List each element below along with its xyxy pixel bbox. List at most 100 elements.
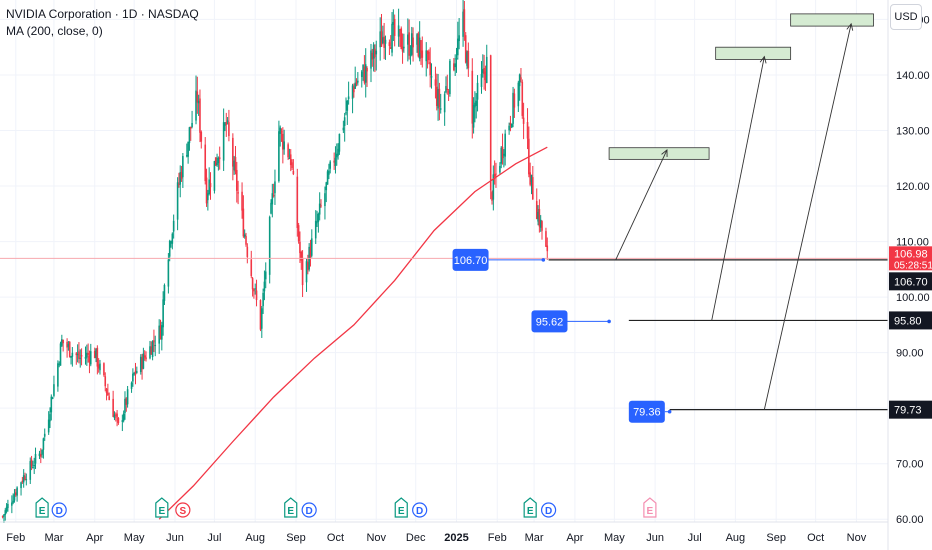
candle-body: [125, 398, 128, 405]
earnings-marker[interactable]: E: [523, 497, 537, 518]
candle-body: [70, 356, 72, 358]
split-marker[interactable]: S: [175, 502, 191, 518]
candle-body: [458, 35, 460, 42]
dividend-marker-label: D: [545, 506, 552, 517]
candle-body: [71, 352, 74, 357]
candle-body: [374, 48, 376, 58]
projection-arrow-head: [661, 148, 668, 157]
x-tick-label: Oct: [327, 532, 344, 544]
candle-body: [445, 86, 447, 93]
candle-body: [434, 79, 437, 86]
candle-body: [16, 487, 18, 496]
candle-body: [409, 54, 412, 56]
candle-body: [12, 500, 14, 503]
candle-body: [58, 363, 60, 365]
candle-body: [446, 88, 449, 91]
candle-body: [463, 9, 466, 32]
candle-body: [42, 438, 45, 450]
dividend-marker[interactable]: D: [301, 502, 317, 518]
earnings-marker[interactable]: E: [35, 497, 49, 518]
candle-body: [279, 127, 282, 134]
dividend-marker[interactable]: D: [540, 502, 557, 518]
candle-body: [33, 465, 36, 467]
candle-body: [124, 398, 126, 414]
candle-body: [268, 216, 271, 275]
candle-body: [197, 100, 200, 104]
x-tick-label: 2025: [444, 532, 468, 544]
candle-body: [38, 453, 41, 457]
currency-button[interactable]: USD: [890, 4, 922, 30]
earnings-marker[interactable]: E: [284, 497, 298, 518]
projection-arrow-head: [759, 55, 767, 64]
indicator-label[interactable]: MA (200, close, 0): [6, 24, 103, 38]
level-axis-value: 95.80: [894, 315, 922, 327]
y-tick-label: 140.00: [896, 70, 930, 82]
dividend-marker-label: D: [56, 506, 63, 517]
candle-body: [51, 397, 54, 399]
dividend-marker-label: D: [306, 506, 313, 517]
candle-body: [320, 205, 322, 207]
candle-body: [4, 510, 7, 515]
candle-body: [233, 160, 235, 171]
candle-body: [3, 514, 5, 517]
candle-body: [79, 357, 82, 359]
candle-body: [280, 131, 283, 133]
price-badge: [531, 310, 568, 333]
candle-body: [328, 170, 330, 175]
candle-body: [167, 259, 170, 287]
level-axis-tag: [889, 400, 932, 419]
candle-body: [208, 179, 210, 195]
candle-body: [112, 398, 114, 417]
candle-body: [191, 122, 193, 127]
candle-body: [379, 31, 381, 48]
level-axis-value: 106.70: [894, 276, 928, 288]
candle-body: [512, 92, 514, 124]
candle-body: [87, 352, 89, 355]
candle-body: [278, 131, 280, 182]
dividend-marker[interactable]: D: [51, 502, 67, 518]
candle-body: [508, 125, 510, 131]
candle-body: [420, 40, 422, 54]
candle-body: [225, 122, 228, 125]
candle-body: [384, 39, 387, 44]
candle-body: [292, 170, 295, 175]
candles: [1, 0, 549, 523]
candle-body: [375, 50, 378, 55]
dividend-marker[interactable]: D: [412, 502, 428, 518]
candle-body: [99, 363, 101, 371]
candle-body: [360, 71, 363, 77]
drawings[interactable]: 106.70 95.62 79.36: [0, 13, 888, 423]
dividend-marker-shape: [301, 502, 317, 518]
candle-body: [526, 122, 529, 139]
candle-body: [539, 219, 542, 228]
candle-body: [326, 171, 329, 185]
candle-body: [179, 172, 182, 185]
symbol-title[interactable]: NVIDIA Corporation · 1D · NASDAQ: [6, 7, 199, 21]
candle-body: [382, 37, 384, 43]
candle-body: [317, 213, 320, 222]
candle-body: [307, 262, 309, 270]
candle-body: [513, 93, 516, 108]
candle-body: [207, 193, 209, 201]
candle-body: [353, 86, 355, 93]
x-tick-label: Nov: [366, 532, 386, 544]
candle-body: [29, 461, 32, 480]
candle-body: [171, 233, 174, 244]
candle-body: [217, 157, 220, 164]
dividend-marker-shape: [540, 502, 557, 518]
candle-body: [345, 112, 347, 114]
candle-body: [133, 372, 135, 375]
earnings-marker[interactable]: E: [394, 497, 408, 518]
candle-body: [14, 492, 17, 495]
candle-body: [438, 88, 441, 107]
earnings-marker-shape: [643, 497, 657, 518]
candle-body: [178, 184, 180, 186]
last-price-axis-tag: [889, 246, 932, 271]
candle-body: [32, 466, 34, 468]
earnings-marker[interactable]: E: [643, 497, 657, 518]
candle-body: [541, 221, 543, 231]
earnings-marker[interactable]: E: [155, 497, 169, 518]
